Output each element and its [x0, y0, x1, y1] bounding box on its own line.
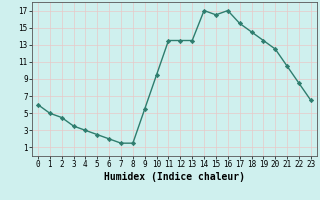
X-axis label: Humidex (Indice chaleur): Humidex (Indice chaleur) — [104, 172, 245, 182]
